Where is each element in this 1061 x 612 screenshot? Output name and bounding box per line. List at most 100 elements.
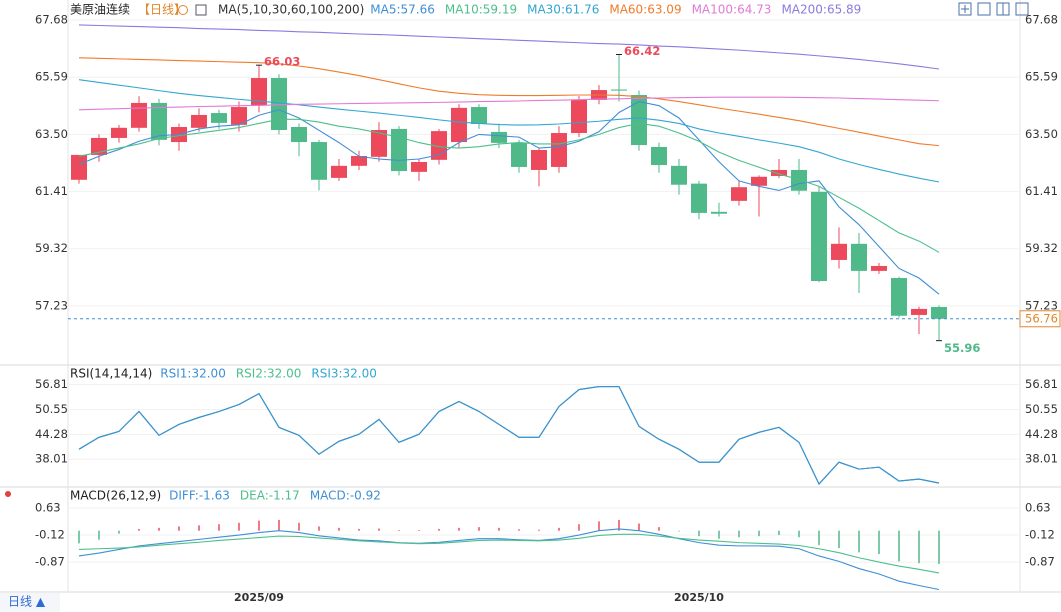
toolbar	[958, 2, 1029, 16]
y-tick-label: 57.23	[35, 298, 68, 312]
candle-body	[291, 127, 307, 143]
candle-body	[271, 78, 287, 131]
macd-icon	[5, 491, 11, 497]
last-price-label: 56.76	[1025, 311, 1058, 325]
indicator-line	[78, 386, 940, 485]
indicator-line	[78, 24, 940, 70]
candle-body	[91, 137, 107, 155]
candle-body	[391, 128, 407, 172]
candle-body	[511, 142, 527, 167]
legend-item: MA100:64.73	[692, 3, 772, 17]
indicator-line	[78, 96, 940, 111]
legend-item: MA200:65.89	[781, 3, 861, 17]
settings-icon[interactable]	[178, 5, 188, 15]
candle-body	[571, 99, 587, 134]
candle-body	[771, 169, 787, 176]
legend-item: MA10:59.19	[445, 3, 517, 17]
candle-body	[671, 165, 687, 185]
candle-body	[651, 146, 667, 166]
y-tick-label-right: 0.63	[1025, 501, 1051, 515]
legend-item: RSI(14,14,14)	[70, 367, 152, 381]
annotation-label: 66.03	[264, 55, 300, 69]
y-tick-label-right: 67.68	[1025, 13, 1058, 27]
indicator-icon[interactable]	[195, 4, 207, 16]
candle-body	[831, 243, 847, 260]
y-tick-label: -0.12	[35, 528, 65, 542]
restore-icon[interactable]	[977, 2, 991, 16]
legend-item: DIFF:-1.63	[169, 489, 230, 503]
legend-item: RSI3:32.00	[311, 367, 377, 381]
candle-body	[791, 169, 807, 191]
y-tick-label: 56.81	[35, 377, 68, 391]
y-tick-label-right: 59.32	[1025, 241, 1058, 255]
candle-body	[471, 107, 487, 124]
candle-body	[251, 78, 267, 106]
candle-body	[691, 183, 707, 213]
legend-item: RSI2:32.00	[236, 367, 302, 381]
candle-body	[351, 156, 367, 166]
legend-item: MA(5,10,30,60,100,200)	[218, 3, 364, 17]
candle-body	[811, 191, 827, 282]
candle-body	[311, 142, 327, 180]
candle-body	[371, 130, 387, 157]
y-tick-label-right: 61.41	[1025, 184, 1058, 198]
candle-body	[711, 211, 727, 214]
y-tick-label: 67.68	[35, 13, 68, 27]
candle-body	[131, 102, 147, 128]
legend-item: 【日线】	[138, 3, 186, 17]
candle-body	[191, 114, 207, 128]
annotation-label: 55.96	[944, 341, 980, 355]
indicator-line	[78, 100, 940, 295]
candle-body	[411, 162, 427, 172]
candle-body	[331, 165, 347, 178]
candle-body	[871, 265, 887, 271]
legend-item: MACD(26,12,9)	[70, 489, 161, 503]
candle-body	[491, 131, 507, 143]
legend-item: MA60:63.09	[609, 3, 681, 17]
y-tick-label-right: 65.59	[1025, 70, 1058, 84]
annotation-label: 66.42	[624, 44, 660, 58]
legend-item: DEA:-1.17	[240, 489, 300, 503]
candle-body	[931, 307, 947, 319]
legend-item: MA5:57.66	[370, 3, 435, 17]
zoom-icon[interactable]	[958, 2, 972, 16]
legend-item: 美原油连续	[70, 2, 130, 17]
x-tick-label: 2025/09	[234, 591, 284, 604]
candle-body	[611, 89, 627, 91]
indicator-line	[78, 57, 940, 147]
y-tick-label-right: 50.55	[1025, 402, 1058, 416]
y-tick-label: 61.41	[35, 184, 68, 198]
indicator-line	[78, 528, 940, 591]
y-tick-label: 63.50	[35, 127, 68, 141]
y-tick-label-right: -0.87	[1025, 555, 1055, 569]
period-button[interactable]: 日线 ▲	[8, 595, 46, 609]
y-tick-label-right: 56.81	[1025, 377, 1058, 391]
y-tick-label: 44.28	[35, 427, 68, 441]
candle-body	[151, 102, 167, 140]
y-tick-label-right: 44.28	[1025, 427, 1058, 441]
candle-body	[851, 243, 867, 271]
candle-body	[631, 94, 647, 146]
candle-body	[731, 187, 747, 201]
y-tick-label: 59.32	[35, 241, 68, 255]
legend-item: RSI1:32.00	[160, 367, 226, 381]
y-tick-label: -0.87	[35, 555, 65, 569]
candle-body	[211, 113, 227, 123]
y-tick-label-right: 63.50	[1025, 127, 1058, 141]
fullscreen-icon[interactable]	[1015, 2, 1029, 16]
y-tick-label: 0.63	[35, 501, 61, 515]
candle-body	[531, 149, 547, 170]
indicator-line	[78, 79, 940, 183]
y-tick-label: 65.59	[35, 70, 68, 84]
candle-body	[111, 127, 127, 138]
y-tick-label-right: 38.01	[1025, 452, 1058, 466]
candle-body	[911, 308, 927, 315]
candle-body	[451, 107, 467, 143]
y-tick-label-right: -0.12	[1025, 528, 1055, 542]
y-tick-label-right: 57.23	[1025, 298, 1058, 312]
period-button-bg[interactable]	[0, 593, 60, 612]
legend-item: MACD:-0.92	[310, 489, 381, 503]
candle-body	[891, 278, 907, 316]
indicator-line	[78, 533, 940, 574]
